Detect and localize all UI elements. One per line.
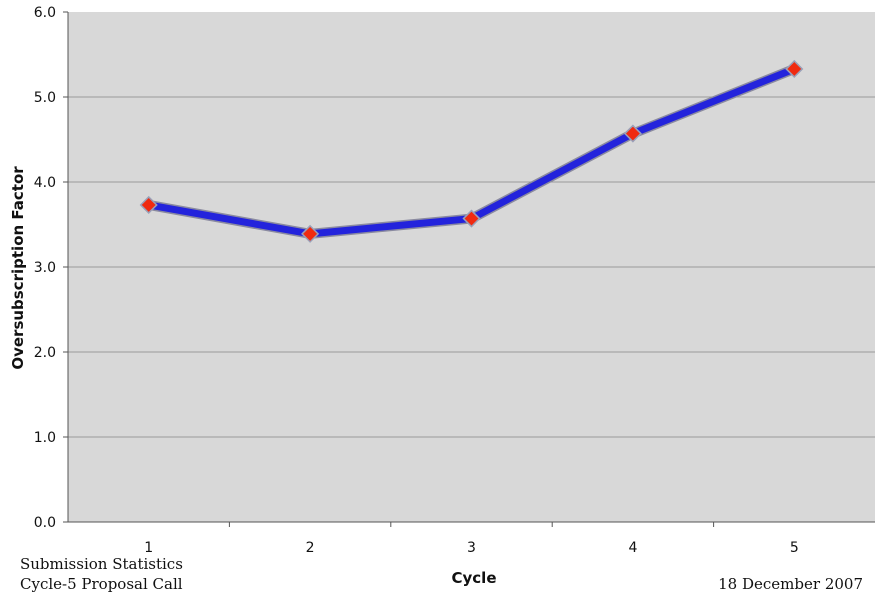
y-axis-title: Oversubscription Factor [9,166,27,370]
data-point [785,59,804,79]
data-point [462,209,481,228]
footer-subtitle: Cycle-5 Proposal Call [20,575,183,593]
x-tick-label: 5 [790,540,799,556]
y-tick-labels: 0.0 1.0 2.0 3.0 4.0 5.0 6.0 [34,5,56,531]
x-tick-label: 4 [628,540,637,556]
data-point [139,195,158,215]
x-tick-label: 1 [144,540,153,556]
y-tick-label: 3.0 [34,260,56,276]
y-tick-label: 2.0 [34,345,56,361]
y-tick-label: 4.0 [34,175,56,191]
footer-date: 18 December 2007 [718,575,863,593]
x-tick-label: 2 [306,540,315,556]
y-tick-label: 6.0 [34,5,56,21]
data-point [623,124,642,143]
y-tick-label: 0.0 [34,515,56,531]
x-axis-title: Cycle [452,569,497,587]
footer-title: Submission Statistics [20,555,183,573]
x-tick-labels: 1 2 3 4 5 [144,540,799,556]
y-tick-label: 1.0 [34,430,56,446]
data-point [301,224,320,243]
gridlines [63,11,875,527]
x-tick-label: 3 [467,540,476,556]
y-tick-label: 5.0 [34,90,56,106]
series-oversubscription [139,59,804,243]
